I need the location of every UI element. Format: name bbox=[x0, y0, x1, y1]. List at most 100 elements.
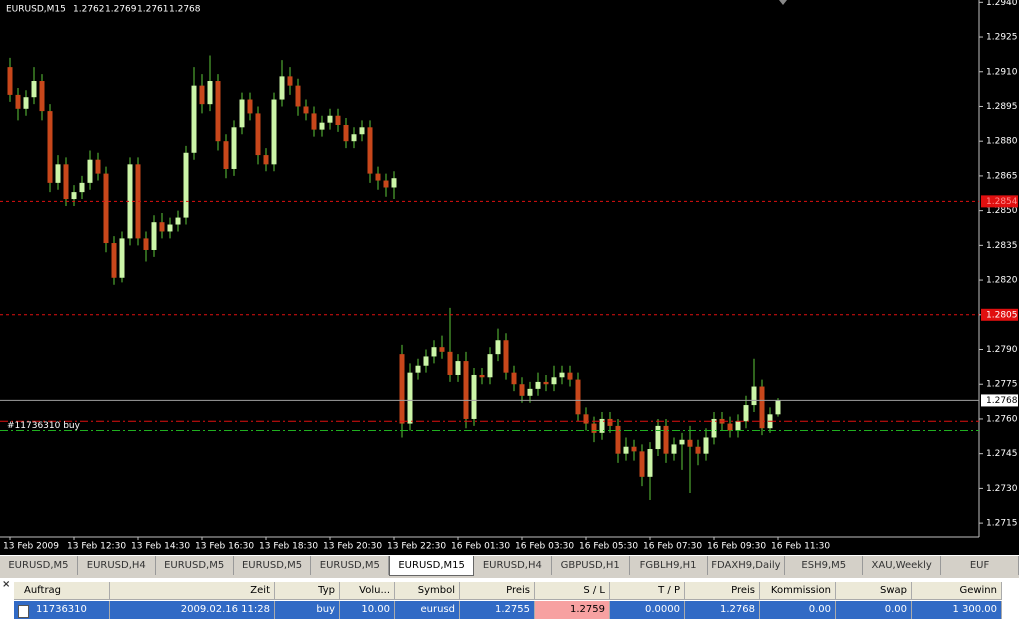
y-tick-label: 1.2730 bbox=[986, 484, 1018, 494]
chart-tab[interactable]: EURUSD,M5 bbox=[311, 556, 390, 575]
chart-tab[interactable]: GBPUSD,H1 bbox=[552, 556, 630, 575]
column-header[interactable]: Preis bbox=[460, 582, 535, 600]
x-tick-label: 13 Feb 12:30 bbox=[67, 542, 126, 552]
x-tick-label: 16 Feb 07:30 bbox=[643, 542, 702, 552]
y-tick-label: 1.2745 bbox=[986, 449, 1018, 459]
candle-body bbox=[679, 439, 685, 445]
candle-body bbox=[95, 159, 101, 174]
candle-body bbox=[279, 76, 285, 100]
y-tick-label: 1.2775 bbox=[986, 380, 1018, 390]
title-low: 1.2761 bbox=[137, 5, 169, 15]
x-tick-label: 13 Feb 18:30 bbox=[259, 542, 318, 552]
column-header[interactable]: Kommission bbox=[760, 582, 836, 600]
candle-body bbox=[303, 106, 309, 114]
chart-tab[interactable]: EURUSD,M5 bbox=[234, 556, 312, 575]
candle-body bbox=[383, 180, 389, 188]
candle-body bbox=[471, 374, 477, 419]
candle-body bbox=[351, 134, 357, 142]
chart-tab[interactable]: EURUSD,H4 bbox=[474, 556, 552, 575]
column-header[interactable]: Volu... bbox=[340, 582, 395, 600]
chart-bg bbox=[0, 0, 1019, 555]
candle-body bbox=[399, 354, 405, 424]
table-cell: 11736310 bbox=[14, 601, 110, 619]
candle-body bbox=[47, 111, 53, 183]
candle-body bbox=[359, 127, 365, 135]
candle-body bbox=[159, 222, 165, 232]
table-cell: 1 300.00 bbox=[912, 601, 1002, 619]
candle-body bbox=[551, 377, 557, 385]
y-tick-label: 1.2895 bbox=[986, 102, 1018, 112]
x-tick-label: 13 Feb 14:30 bbox=[131, 542, 190, 552]
candle-body bbox=[415, 365, 421, 373]
column-header[interactable]: Auftrag bbox=[14, 582, 110, 600]
candle-body bbox=[335, 115, 341, 125]
candle-body bbox=[503, 340, 509, 373]
candle-body bbox=[87, 159, 93, 183]
title-open: 1.2762 bbox=[73, 5, 105, 15]
candle-body bbox=[127, 164, 133, 239]
candle-body bbox=[271, 99, 277, 165]
candle-body bbox=[119, 238, 125, 278]
column-header[interactable]: Symbol bbox=[395, 582, 460, 600]
chart-tab[interactable]: EUF bbox=[941, 556, 1019, 575]
candle-body bbox=[183, 152, 189, 218]
table-cell: 1.2755 bbox=[460, 601, 535, 619]
column-header[interactable]: Preis bbox=[685, 582, 760, 600]
candle-body bbox=[167, 224, 173, 232]
candle-body bbox=[151, 222, 157, 250]
candle-body bbox=[103, 173, 109, 244]
chart-tab[interactable]: EURUSD,M5 bbox=[156, 556, 234, 575]
column-header[interactable]: S / L bbox=[535, 582, 610, 600]
candle-body bbox=[231, 127, 237, 169]
candle-body bbox=[207, 81, 213, 105]
chart-tab[interactable]: EURUSD,M5 bbox=[0, 556, 78, 575]
candle-body bbox=[199, 85, 205, 105]
chart-tab[interactable]: FGBLH9,H1 bbox=[630, 556, 708, 575]
price-box bbox=[981, 308, 1018, 321]
table-cell: 0.00 bbox=[760, 601, 836, 619]
candle-body bbox=[7, 67, 13, 95]
y-tick-label: 1.2820 bbox=[986, 276, 1018, 286]
chart-tab[interactable]: XAU,Weekly bbox=[863, 556, 942, 575]
column-header[interactable]: Zeit bbox=[110, 582, 275, 600]
candle-body bbox=[615, 425, 621, 454]
close-button[interactable]: × bbox=[2, 579, 11, 590]
x-tick-label: 16 Feb 11:30 bbox=[771, 542, 830, 552]
column-header[interactable]: Swap bbox=[836, 582, 912, 600]
table-cell: 1.2759 bbox=[535, 601, 610, 619]
candle-body bbox=[247, 99, 253, 114]
chart-tab[interactable]: ESH9,M5 bbox=[785, 556, 864, 575]
chart-tab[interactable]: FDAXH9,Daily bbox=[708, 556, 786, 575]
chart: 1.2940 1.2925 1.2910 1.2895 1.2880 1.2865 1.28… bbox=[0, 0, 1019, 555]
candle-body bbox=[215, 81, 221, 142]
candle-body bbox=[527, 388, 533, 396]
chart-tab[interactable]: EURUSD,H4 bbox=[78, 556, 156, 575]
candle-body bbox=[575, 379, 581, 415]
candle-body bbox=[439, 347, 445, 352]
y-tick-label: 1.2835 bbox=[986, 241, 1018, 251]
price-label: 1.2768 bbox=[986, 396, 1018, 406]
candle-body bbox=[655, 425, 661, 450]
column-header[interactable]: Typ bbox=[275, 582, 340, 600]
x-tick-label: 13 Feb 20:30 bbox=[323, 542, 382, 552]
chart-tab[interactable]: EURUSD,M15 bbox=[389, 556, 474, 576]
y-tick-label: 1.2865 bbox=[986, 171, 1018, 181]
candle-body bbox=[239, 99, 245, 128]
candle-body bbox=[759, 386, 765, 429]
column-header[interactable]: Gewinn bbox=[912, 582, 1002, 600]
candle-body bbox=[695, 446, 701, 454]
title-high: 1.2769 bbox=[105, 5, 137, 15]
y-tick-label: 1.2880 bbox=[986, 137, 1018, 147]
price-box bbox=[981, 195, 1018, 208]
table-row[interactable]: 11736310 2009.02.16 11:28 buy 10.00 eurusd 1.… bbox=[14, 601, 1002, 619]
column-header[interactable]: T / P bbox=[610, 582, 685, 600]
y-tick-label: 1.2910 bbox=[986, 67, 1018, 77]
y-tick-label: 1.2925 bbox=[986, 33, 1018, 43]
table-cell: buy bbox=[275, 601, 340, 619]
candle-body bbox=[455, 361, 461, 375]
candle-body bbox=[143, 238, 149, 250]
shift-marker bbox=[779, 0, 787, 5]
candle-body bbox=[487, 354, 493, 378]
y-tick-label: 1.2850 bbox=[986, 206, 1018, 216]
